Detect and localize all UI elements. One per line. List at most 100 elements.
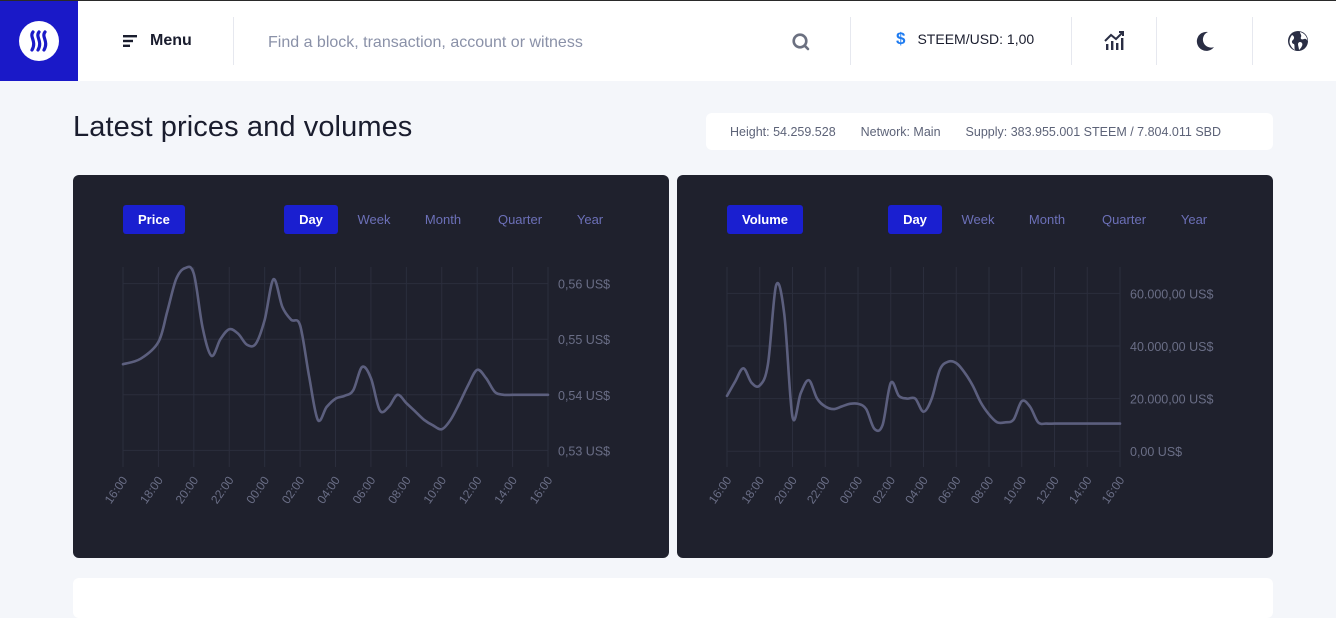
data-point [457,401,461,405]
header-divider [1156,17,1157,65]
data-point [889,381,893,385]
data-point [1069,422,1073,426]
price-range-tab-year[interactable]: Year [576,212,604,227]
data-point [807,378,811,382]
price-range-tab-month[interactable]: Month [424,212,462,227]
data-point [519,393,523,397]
data-point [201,326,205,330]
volume-range-tab-quarter[interactable]: Quarter [1101,212,1147,227]
price-range-tab-day[interactable]: Day [284,205,338,234]
x-tick-label: 00:00 [837,473,866,506]
data-point [1110,422,1114,426]
header-divider [233,17,234,65]
price-line-chart: 16:00 18:00 20:00 22:00 00:00 02:00 04:00 06:00… [102,265,610,506]
data-point [840,404,844,408]
data-point [930,397,934,401]
search-icon[interactable] [791,32,811,52]
data-point [156,340,160,344]
globe-icon[interactable] [1286,29,1310,53]
volume-range-tab-week[interactable]: Week [961,212,995,227]
data-point [227,327,231,331]
data-point [210,354,214,358]
data-point [741,366,745,370]
y-tick-label: 20.000,00 US$ [1130,393,1213,407]
x-tick-label: 20:00 [173,473,202,506]
data-point [511,393,515,397]
x-tick-label: 18:00 [137,473,166,506]
x-tick-label: 16:00 [527,473,556,506]
x-tick-label: 12:00 [1033,473,1062,506]
data-point [1012,418,1016,422]
x-tick-label: 10:00 [421,473,450,506]
data-point [725,394,729,398]
data-point [440,427,444,431]
chart-icon[interactable] [1102,29,1126,53]
data-point [872,427,876,431]
data-point [1003,420,1007,424]
x-tick-label: 20:00 [771,473,800,506]
data-point [298,323,302,327]
header-divider [850,17,851,65]
data-point [750,381,754,385]
y-tick-label: 60.000,00 US$ [1130,287,1213,301]
header-divider [1252,17,1253,65]
data-point [546,393,550,397]
data-point [289,318,293,322]
data-point [192,272,196,276]
page-title: Latest prices and volumes [73,111,413,143]
data-point [183,266,187,270]
price-range-tab-quarter[interactable]: Quarter [497,212,543,227]
menu-icon [123,35,137,47]
ticker-label: STEEM/USD: 1,00 [917,31,1035,47]
data-point [431,423,435,427]
data-point [413,409,417,413]
volume-range-tab-day[interactable]: Day [888,205,942,234]
data-point [139,357,143,361]
moon-icon[interactable] [1193,29,1217,53]
data-point [1093,422,1097,426]
price-chart-card: Price Day Week Month Quarter Year 16:00 1… [73,175,669,558]
volume-range-tab-month[interactable]: Month [1028,212,1066,227]
price-series-line [121,265,550,431]
x-tick-label: 04:00 [314,473,343,506]
data-point [360,365,364,369]
data-point [351,388,355,392]
x-tick-label: 00:00 [243,473,272,506]
y-tick-label: 0,54 US$ [558,389,610,403]
data-point [848,402,852,406]
data-point [422,418,426,422]
data-point [236,332,240,336]
x-tick-label: 22:00 [804,473,833,506]
header-divider [1071,17,1072,65]
price-ticker: $ STEEM/USD: 1,00 [896,29,1034,49]
network-info-bar: Height: 54.259.528 Network: Main Supply:… [706,113,1273,150]
data-point [962,370,966,374]
volume-chart-title-button[interactable]: Volume [727,205,803,234]
x-tick-label: 14:00 [1066,473,1095,506]
x-tick-label: 08:00 [385,473,414,506]
data-point [218,337,222,341]
search-input[interactable] [266,27,770,59]
data-point [881,423,885,427]
x-tick-label: 04:00 [902,473,931,506]
data-point [1102,422,1106,426]
volume-range-tab-year[interactable]: Year [1180,212,1208,227]
data-point [823,404,827,408]
steem-logo[interactable] [0,1,78,81]
menu-button[interactable]: Menu [122,25,192,57]
data-point [165,309,169,313]
x-tick-label: 18:00 [739,473,768,506]
volume-series-line [725,282,1122,433]
x-tick-label: 06:00 [350,473,379,506]
data-point [254,342,258,346]
price-chart-title-button[interactable]: Price [123,205,185,234]
data-point [395,393,399,397]
data-point [245,343,249,347]
network-name: Network: Main [860,124,941,139]
data-point [449,418,453,422]
top-bar: Menu $ STEEM/USD: 1,00 [0,0,1336,81]
price-range-tab-week[interactable]: Week [357,212,391,227]
data-point [791,415,795,419]
x-tick-label: 02:00 [279,473,308,506]
x-tick-label: 14:00 [491,473,520,506]
